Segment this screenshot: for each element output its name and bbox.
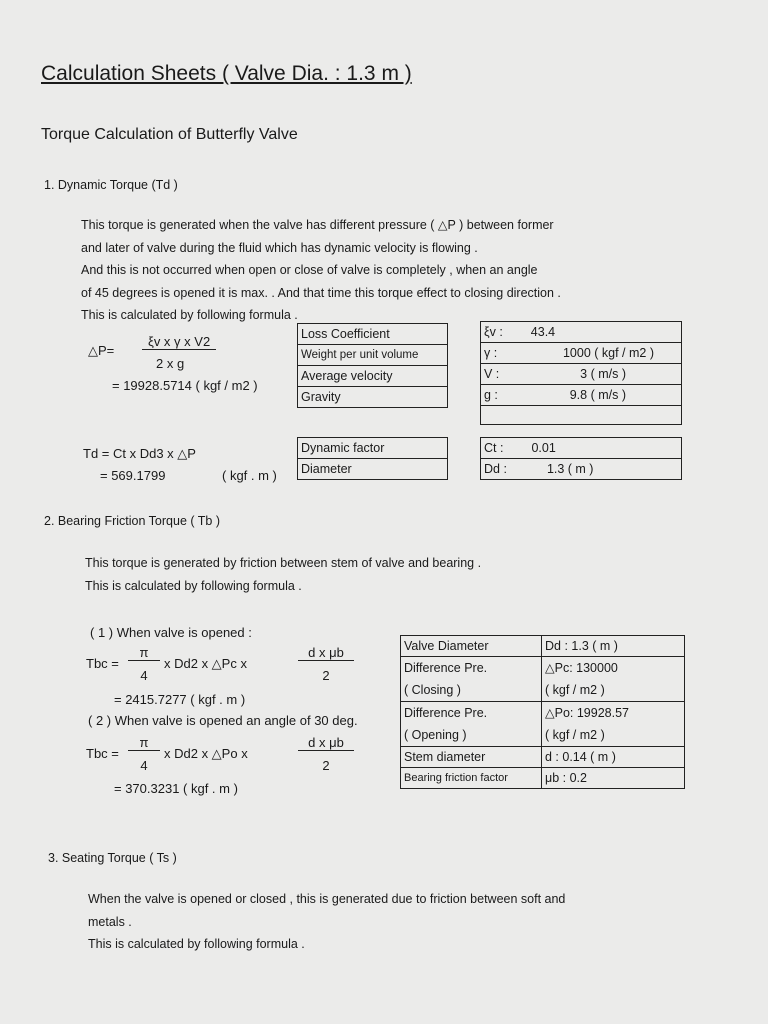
td-result: = 569.1799 (100, 468, 166, 483)
cell: △Po: 19928.57 ( kgf / m2 ) (541, 701, 685, 747)
pi-symbol: π (128, 645, 160, 661)
tbc-label-2: Tbc = (86, 746, 119, 761)
section-1-paragraph: This torque is generated when the valve … (81, 214, 561, 327)
factor-values-table: Ct : 0.01 Dd : 1.3 ( m ) (480, 437, 682, 480)
case-1-label: ( 1 ) When valve is opened : (90, 625, 252, 640)
cell: Dd : 1.3 ( m ) (541, 635, 685, 657)
para-line: This is calculated by following formula … (88, 937, 305, 951)
cell: Weight per unit volume (297, 344, 448, 366)
cell: Gravity (297, 386, 448, 408)
page-title: Calculation Sheets ( Valve Dia. : 1.3 m … (41, 62, 412, 85)
dp-result: = 19928.5714 ( kgf / m2 ) (112, 378, 258, 393)
symbol: g : (484, 388, 498, 402)
dp-numerator: ξv x γ x V2 (142, 334, 217, 350)
d-mu-numerator: d x μb (298, 645, 354, 661)
para-line: When the valve is opened or closed , thi… (88, 892, 566, 906)
case-2-label: ( 2 ) When valve is opened an angle of 3… (88, 713, 358, 728)
symbol: Ct : (484, 441, 504, 455)
section-1-heading: 1. Dynamic Torque (Td ) (44, 178, 178, 192)
denominator-4: 4 (140, 758, 148, 773)
symbol: ξv : (484, 325, 503, 339)
value: 9.8 ( m/s ) (569, 388, 626, 402)
para-line: metals . (88, 914, 132, 929)
tbc-label: Tbc = (86, 656, 119, 671)
formula-2-middle: x Dd2 x △Po x (164, 746, 248, 761)
pi-symbol: π (128, 735, 160, 751)
section-2-heading: 2. Bearing Friction Torque ( Tb ) (44, 514, 221, 528)
cell: Loss Coefficient (297, 323, 448, 345)
section-subtitle: Torque Calculation of Butterfly Valve (41, 126, 298, 143)
para-line: and later of valve during the fluid whic… (81, 240, 478, 255)
para-line: And this is not occurred when open or cl… (81, 263, 538, 277)
cell: d : 0.14 ( m ) (541, 746, 685, 768)
para-line: This is calculated by following formula … (81, 308, 298, 322)
parameter-values-table: ξv : 43.4 γ : 1000 ( kgf / m2 ) V : 3 ( m/s… (480, 321, 682, 425)
cell: Difference Pre. ( Closing ) (400, 656, 542, 702)
result-2: = 370.3231 ( kgf . m ) (114, 781, 238, 796)
factor-names-table: Dynamic factor Diameter (297, 437, 448, 480)
cell: Average velocity (297, 365, 448, 387)
symbol: V : (484, 367, 500, 381)
bearing-parameters-table: Valve Diameter Dd : 1.3 ( m ) Difference … (400, 635, 685, 789)
td-formula: Td = Ct x Dd3 x △P (83, 446, 196, 461)
denominator-2: 2 (322, 758, 330, 773)
value: 0.01 (531, 441, 556, 455)
cell: Diameter (297, 458, 448, 480)
td-unit: ( kgf . m ) (222, 468, 277, 483)
d-mu-numerator: d x μb (298, 735, 354, 751)
denominator-2: 2 (322, 668, 330, 683)
section-3-heading: 3. Seating Torque ( Ts ) (48, 851, 177, 865)
value: 43.4 (530, 325, 556, 339)
value: 1000 ( kgf / m2 ) (562, 346, 654, 360)
symbol: γ : (484, 346, 498, 360)
cell: Stem diameter (400, 746, 542, 768)
result-1: = 2415.7277 ( kgf . m ) (114, 692, 246, 707)
value: 3 ( m/s ) (580, 367, 626, 381)
cell: Dynamic factor (297, 437, 448, 459)
dp-label: △P= (88, 343, 115, 358)
cell: μb : 0.2 (541, 767, 685, 789)
para-line: of 45 degrees is opened it is max. . And… (81, 285, 561, 300)
section-3-paragraph: When the valve is opened or closed , thi… (88, 888, 565, 956)
dp-denominator: 2 x g (156, 356, 185, 371)
section-2-paragraph: This torque is generated by friction bet… (85, 552, 481, 597)
formula-1-middle: x Dd2 x △Pc x (164, 656, 247, 671)
cell: Valve Diameter (400, 635, 542, 657)
para-line: This torque is generated when the valve … (81, 218, 554, 232)
cell: △Pc: 130000 ( kgf / m2 ) (541, 656, 685, 702)
parameter-names-table: Loss Coefficient Weight per unit volume … (297, 323, 448, 408)
denominator-4: 4 (140, 668, 148, 683)
cell: Difference Pre. ( Opening ) (400, 701, 542, 747)
symbol: Dd : (484, 462, 507, 476)
value: 1.3 ( m ) (546, 462, 594, 476)
cell: Bearing friction factor (400, 767, 542, 789)
para-line: This is calculated by following formula … (85, 578, 302, 593)
para-line: This torque is generated by friction bet… (85, 556, 482, 570)
